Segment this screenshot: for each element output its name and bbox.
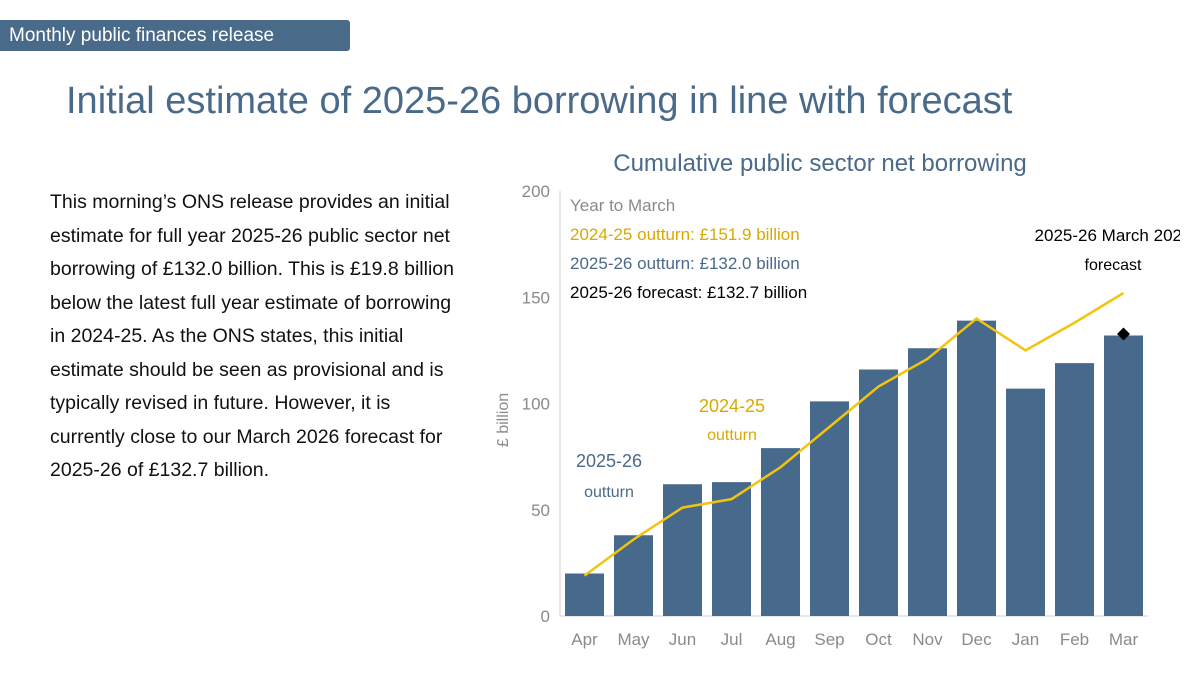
y-tick-label: 100 [522, 395, 550, 414]
x-tick-label: Jun [669, 630, 696, 649]
x-tick-label: Oct [865, 630, 892, 649]
legend-2025-26-outturn: 2025-26 outturn: £132.0 billion [570, 254, 800, 273]
annotation-line-label: 2024-25 [699, 396, 765, 416]
y-axis: 0 50 100 150 200 [522, 182, 1148, 626]
x-axis: Apr May Jun Jul Aug Sep Oct Nov Dec Jan Feb Mar [571, 630, 1138, 649]
y-tick-label: 0 [541, 607, 550, 626]
x-tick-label: Jan [1012, 630, 1039, 649]
annotation-forecast-label: 2025-26 March 2026 [1035, 226, 1180, 245]
bar-dec [957, 320, 996, 616]
annotation-line-label-2: outturn [707, 427, 757, 444]
bar-nov [908, 348, 947, 616]
x-tick-label: Jul [721, 630, 743, 649]
annotation-bar-label: 2025-26 [576, 451, 642, 471]
bars-2025-26 [565, 320, 1143, 616]
bar-jan [1006, 388, 1045, 616]
x-tick-label: Dec [961, 630, 992, 649]
page-title: Initial estimate of 2025-26 borrowing in… [66, 80, 1013, 122]
borrowing-chart: 0 50 100 150 200 Apr May Jun Jul Aug Sep Oct Nov Dec… [495, 182, 1180, 649]
bar-jul [712, 482, 751, 616]
x-tick-label: Sep [814, 630, 844, 649]
y-tick-label: 200 [522, 182, 550, 201]
x-tick-label: Apr [571, 630, 598, 649]
annotation-forecast-label-2: forecast [1085, 257, 1142, 274]
bar-apr [565, 573, 604, 616]
bar-feb [1055, 363, 1094, 616]
chart-title: Cumulative public sector net borrowing [613, 150, 1027, 177]
legend-2025-26-forecast: 2025-26 forecast: £132.7 billion [570, 283, 807, 302]
y-axis-label: £ billion [495, 393, 512, 447]
y-tick-label: 50 [531, 501, 550, 520]
bar-oct [859, 369, 898, 616]
bar-aug [761, 448, 800, 616]
bar-mar [1104, 335, 1143, 616]
line-2024-25-outturn [583, 291, 1125, 577]
x-tick-label: Mar [1109, 630, 1139, 649]
annotation-bar-label-2: outturn [584, 484, 634, 501]
x-tick-label: Feb [1060, 630, 1089, 649]
bar-sep [810, 401, 849, 616]
x-tick-label: Aug [765, 630, 795, 649]
body-paragraph: This morning’s ONS release provides an i… [50, 191, 454, 481]
section-tag: Monthly public finances release [0, 20, 350, 51]
y-tick-label: 150 [522, 288, 550, 307]
bar-may [614, 535, 653, 616]
x-tick-label: May [617, 630, 650, 649]
legend-heading: Year to March [570, 196, 675, 215]
legend-2024-25-outturn: 2024-25 outturn: £151.9 billion [570, 225, 800, 244]
x-tick-label: Nov [912, 630, 943, 649]
forecast-marker [1117, 327, 1130, 341]
